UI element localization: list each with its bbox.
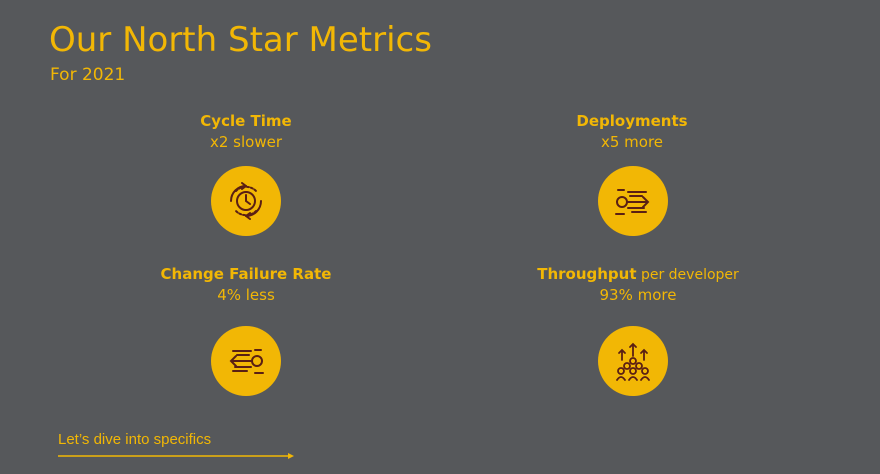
metric-name: Deployments [576, 112, 688, 130]
cta-label[interactable]: Let’s dive into specifics [58, 431, 212, 448]
metric-value: 4% less [217, 286, 275, 304]
page-title: Our North Star Metrics [49, 20, 432, 60]
metric-throughput: Throughput per developer 93% more [488, 264, 788, 305]
metric-change-failure-rate: Change Failure Rate 4% less [96, 264, 396, 305]
metric-cycle-time: Cycle Time x2 slower [96, 111, 396, 152]
metric-deployments: Deployments x5 more [482, 111, 782, 152]
team-growth-icon [598, 326, 668, 396]
clock-cycle-icon [211, 166, 281, 236]
metric-value: x5 more [600, 133, 664, 151]
metric-value: 93% more [599, 286, 677, 304]
dive-into-specifics-link[interactable]: Let’s dive into specifics [58, 430, 298, 460]
deploy-speed-icon [598, 166, 668, 236]
page-subtitle: For 2021 [50, 65, 126, 85]
arrow-right-icon [58, 453, 294, 459]
failure-rewind-icon [211, 326, 281, 396]
metric-name: Change Failure Rate [160, 265, 332, 283]
metric-value: x2 slower [209, 133, 282, 151]
metric-name: Cycle Time [200, 112, 292, 130]
metric-name: Throughput per developer [537, 265, 739, 283]
